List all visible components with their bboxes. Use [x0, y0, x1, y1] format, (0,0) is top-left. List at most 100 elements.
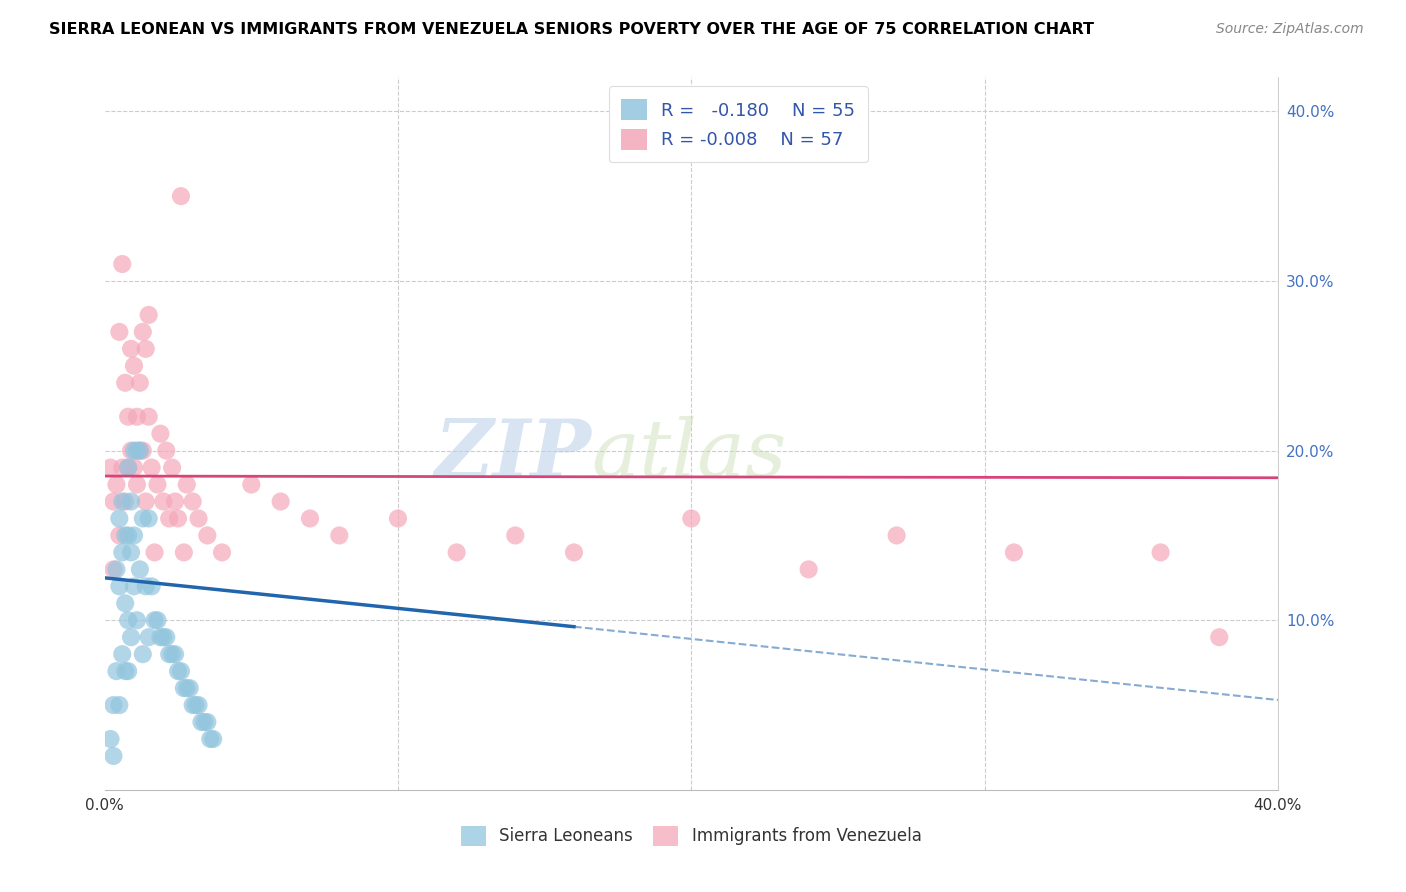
Point	[122, 579, 145, 593]
Text: ZIP: ZIP	[434, 417, 592, 494]
Text: atlas: atlas	[592, 417, 787, 494]
Point	[143, 545, 166, 559]
Point	[114, 664, 136, 678]
Point	[298, 511, 321, 525]
Point	[797, 562, 820, 576]
Point	[100, 460, 122, 475]
Point	[173, 545, 195, 559]
Point	[128, 562, 150, 576]
Point	[114, 528, 136, 542]
Point	[132, 325, 155, 339]
Point	[103, 748, 125, 763]
Point	[1208, 630, 1230, 644]
Point	[100, 731, 122, 746]
Point	[125, 477, 148, 491]
Point	[132, 511, 155, 525]
Point	[1002, 545, 1025, 559]
Point	[193, 714, 215, 729]
Point	[184, 698, 207, 712]
Point	[155, 443, 177, 458]
Point	[155, 630, 177, 644]
Point	[181, 698, 204, 712]
Point	[176, 681, 198, 695]
Legend: Sierra Leoneans, Immigrants from Venezuela: Sierra Leoneans, Immigrants from Venezue…	[454, 819, 928, 853]
Point	[170, 664, 193, 678]
Point	[120, 443, 142, 458]
Point	[111, 494, 134, 508]
Point	[105, 562, 128, 576]
Point	[165, 647, 187, 661]
Point	[103, 562, 125, 576]
Point	[200, 731, 222, 746]
Point	[152, 630, 174, 644]
Point	[270, 494, 292, 508]
Point	[103, 494, 125, 508]
Point	[181, 494, 204, 508]
Point	[108, 698, 131, 712]
Text: SIERRA LEONEAN VS IMMIGRANTS FROM VENEZUELA SENIORS POVERTY OVER THE AGE OF 75 C: SIERRA LEONEAN VS IMMIGRANTS FROM VENEZU…	[49, 22, 1094, 37]
Point	[157, 647, 180, 661]
Point	[562, 545, 585, 559]
Point	[165, 494, 187, 508]
Point	[138, 511, 160, 525]
Point	[105, 477, 128, 491]
Point	[446, 545, 468, 559]
Point	[886, 528, 908, 542]
Point	[120, 545, 142, 559]
Point	[167, 664, 190, 678]
Point	[138, 308, 160, 322]
Point	[138, 630, 160, 644]
Point	[125, 409, 148, 424]
Point	[108, 579, 131, 593]
Point	[117, 613, 139, 627]
Point	[149, 426, 172, 441]
Point	[122, 528, 145, 542]
Point	[122, 460, 145, 475]
Point	[152, 494, 174, 508]
Point	[111, 460, 134, 475]
Point	[117, 460, 139, 475]
Point	[117, 460, 139, 475]
Point	[146, 477, 169, 491]
Point	[211, 545, 233, 559]
Text: Source: ZipAtlas.com: Source: ZipAtlas.com	[1216, 22, 1364, 37]
Point	[128, 443, 150, 458]
Point	[387, 511, 409, 525]
Point	[179, 681, 201, 695]
Point	[111, 257, 134, 271]
Point	[187, 511, 209, 525]
Point	[111, 647, 134, 661]
Point	[135, 494, 157, 508]
Point	[187, 698, 209, 712]
Point	[190, 714, 212, 729]
Point	[125, 613, 148, 627]
Point	[120, 630, 142, 644]
Point	[195, 528, 218, 542]
Point	[505, 528, 527, 542]
Point	[202, 731, 225, 746]
Point	[176, 477, 198, 491]
Point	[149, 630, 172, 644]
Point	[122, 359, 145, 373]
Point	[681, 511, 703, 525]
Point	[125, 443, 148, 458]
Point	[167, 511, 190, 525]
Point	[120, 342, 142, 356]
Point	[114, 494, 136, 508]
Point	[117, 528, 139, 542]
Point	[141, 579, 163, 593]
Point	[160, 647, 183, 661]
Point	[128, 376, 150, 390]
Point	[143, 613, 166, 627]
Point	[108, 325, 131, 339]
Point	[108, 528, 131, 542]
Point	[195, 714, 218, 729]
Point	[170, 189, 193, 203]
Point	[157, 511, 180, 525]
Point	[146, 613, 169, 627]
Point	[173, 681, 195, 695]
Point	[1149, 545, 1171, 559]
Point	[132, 647, 155, 661]
Point	[114, 596, 136, 610]
Point	[328, 528, 350, 542]
